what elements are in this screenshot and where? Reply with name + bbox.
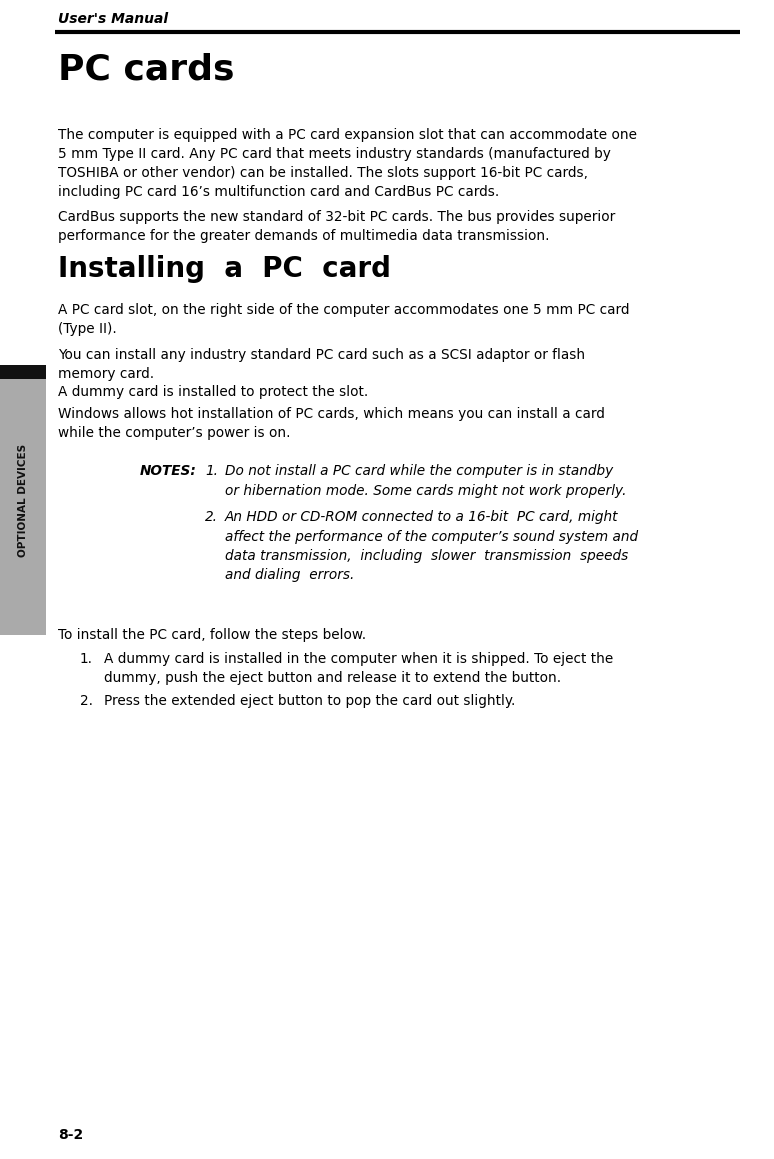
Text: User's Manual: User's Manual (58, 12, 168, 25)
Text: The computer is equipped with a PC card expansion slot that can accommodate one
: The computer is equipped with a PC card … (58, 127, 637, 199)
Bar (0, 365, 46, 379)
Text: 8-2: 8-2 (58, 1128, 84, 1142)
Text: 1.: 1. (80, 653, 93, 666)
Text: NOTES:: NOTES: (140, 464, 197, 478)
Text: Press the extended eject button to pop the card out slightly.: Press the extended eject button to pop t… (104, 694, 515, 708)
Text: An HDD or CD-ROM connected to a 16-bit  PC card, might
affect the performance of: An HDD or CD-ROM connected to a 16-bit P… (225, 510, 638, 583)
Text: PC cards: PC cards (58, 52, 235, 86)
Text: You can install any industry standard PC card such as a SCSI adaptor or flash
me: You can install any industry standard PC… (58, 348, 585, 381)
Text: 2.: 2. (205, 510, 218, 524)
Text: Installing  a  PC  card: Installing a PC card (58, 255, 391, 283)
Text: A dummy card is installed in the computer when it is shipped. To eject the
dummy: A dummy card is installed in the compute… (104, 653, 613, 685)
Text: Do not install a PC card while the computer is in standby
or hibernation mode. S: Do not install a PC card while the compu… (225, 464, 626, 497)
Text: To install the PC card, follow the steps below.: To install the PC card, follow the steps… (58, 628, 366, 642)
Text: OPTIONAL DEVICES: OPTIONAL DEVICES (18, 444, 28, 556)
Bar (0, 365, 46, 635)
Text: CardBus supports the new standard of 32-bit PC cards. The bus provides superior
: CardBus supports the new standard of 32-… (58, 210, 615, 243)
Text: 1.: 1. (205, 464, 218, 478)
Text: Windows allows hot installation of PC cards, which means you can install a card
: Windows allows hot installation of PC ca… (58, 407, 604, 440)
Text: 2.: 2. (80, 694, 93, 708)
Text: A PC card slot, on the right side of the computer accommodates one 5 mm PC card
: A PC card slot, on the right side of the… (58, 302, 629, 336)
Text: A dummy card is installed to protect the slot.: A dummy card is installed to protect the… (58, 385, 368, 399)
